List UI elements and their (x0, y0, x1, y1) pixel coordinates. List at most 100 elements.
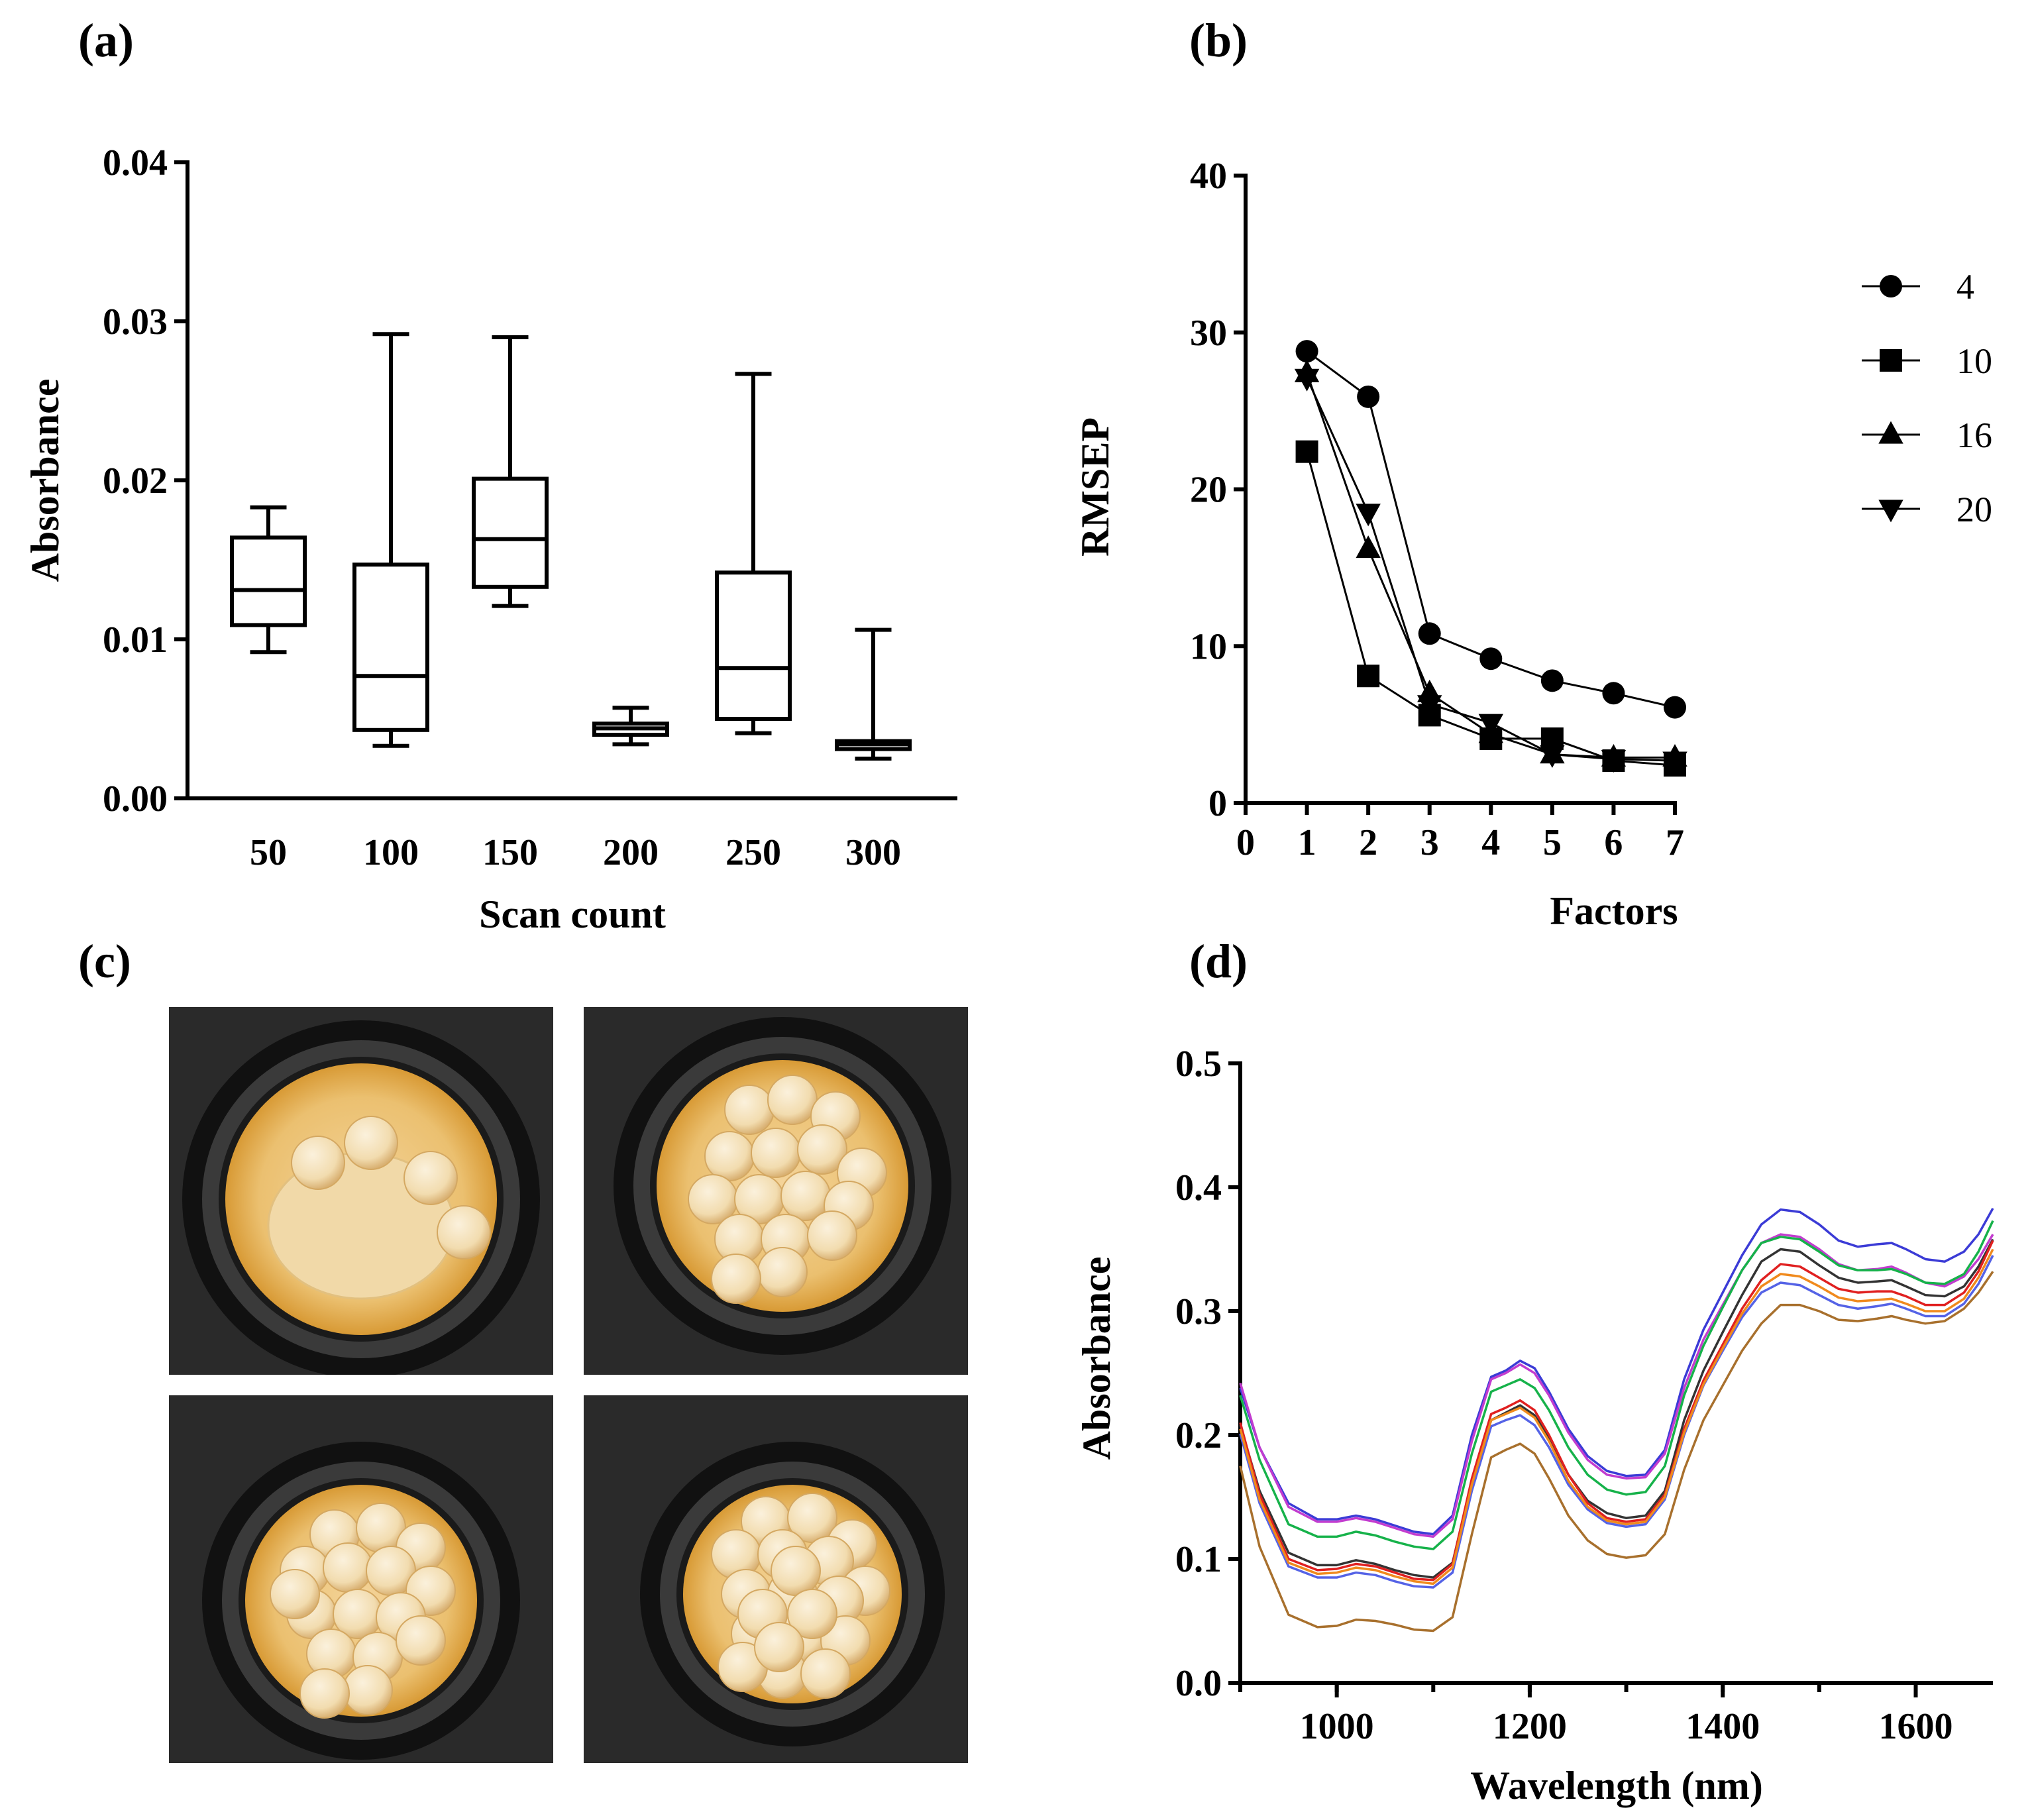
bead (800, 1648, 851, 1699)
data-point (1664, 696, 1686, 719)
y-axis-title: RMSEP (1073, 417, 1117, 557)
box-iqr (715, 570, 792, 722)
spectrum-line-s4 (1239, 1238, 1994, 1579)
bead (757, 1247, 808, 1297)
bead (270, 1569, 320, 1619)
bead (724, 1085, 775, 1135)
data-point (1479, 647, 1503, 670)
y-tick-label: 0.1 (1175, 1539, 1222, 1580)
data-point (1418, 622, 1441, 645)
data-point (1662, 751, 1687, 775)
data-point (1601, 750, 1627, 773)
legend-marker (1880, 275, 1902, 297)
panel-label-d: (d) (1189, 935, 1248, 988)
bead-photo-3 (169, 1395, 553, 1763)
data-point (1357, 385, 1380, 408)
series-4 (1295, 340, 1686, 719)
box-iqr (352, 562, 429, 732)
bead (711, 1254, 761, 1304)
x-tick-label: 5 (1543, 822, 1562, 863)
data-point (1356, 504, 1381, 527)
x-tick-label: 100 (363, 832, 419, 873)
x-tick-label: 200 (603, 832, 659, 873)
x-axis-title: Factors (1550, 889, 1678, 933)
chart-b-rmsep: 0 10 20 30 40 0 1 2 3 4 5 6 7 4 10 16 20 Factors RMSEP (1073, 156, 1992, 933)
bead-photo-1 (169, 1007, 553, 1375)
y-tick-label: 10 (1190, 626, 1227, 667)
y-tick-label: 0.2 (1175, 1415, 1222, 1456)
chart-d-spectra: 0.0 0.1 0.2 0.3 0.4 0.5 1000 1200 1400 1600 Wavele… (1075, 1044, 1994, 1807)
bead (704, 1131, 755, 1181)
y-axis-title: Absorbance (23, 379, 67, 582)
y-tick-label: 40 (1190, 156, 1227, 197)
legend-label: 16 (1956, 415, 1992, 455)
legend-label: 20 (1956, 490, 1992, 529)
x-tick-label: 6 (1604, 822, 1623, 863)
bead (754, 1622, 804, 1672)
spectrum-line-s7 (1239, 1248, 1994, 1585)
y-tick-label: 0.01 (103, 619, 168, 661)
y-tick-label: 0.02 (103, 460, 168, 502)
y-tick-label: 0.0 (1175, 1663, 1222, 1704)
x-tick-label: 50 (250, 832, 287, 873)
data-point (1357, 665, 1380, 688)
bead (299, 1668, 350, 1719)
bead (403, 1151, 458, 1205)
box-iqr (230, 535, 307, 627)
y-tick-label: 0.04 (103, 142, 168, 184)
x-axis-title: Scan count (479, 892, 666, 936)
x-axis-title: Wavelength (nm) (1470, 1764, 1763, 1807)
data-point (1540, 669, 1564, 692)
bead (807, 1210, 857, 1261)
data-point (1602, 682, 1625, 705)
x-tick-label: 250 (725, 832, 781, 873)
data-point (1295, 440, 1318, 463)
bead (771, 1546, 821, 1596)
x-tick-label: 1600 (1878, 1706, 1953, 1747)
spectrum-line-s3 (1239, 1220, 1994, 1550)
x-tick-label: 1 (1298, 822, 1316, 863)
data-point (1540, 745, 1565, 769)
x-tick-label: 150 (482, 832, 538, 873)
panel-label-b: (b) (1189, 14, 1248, 67)
panel-label-a: (a) (78, 14, 134, 67)
y-tick-label: 0 (1208, 783, 1227, 824)
bead (396, 1615, 446, 1666)
spectrum-line-s8 (1239, 1271, 1994, 1633)
legend-marker (1878, 500, 1903, 523)
spectrum-line-s1 (1239, 1207, 1994, 1536)
series-16 (1294, 359, 1687, 767)
y-tick-label: 0.03 (103, 301, 168, 343)
bead (797, 1124, 847, 1175)
x-tick-label: 300 (845, 832, 901, 873)
y-tick-label: 30 (1190, 313, 1227, 354)
bead-photo-2 (584, 1007, 968, 1375)
data-point (1478, 714, 1503, 737)
legend-label: 10 (1956, 341, 1992, 381)
bead (291, 1136, 345, 1190)
y-tick-label: 0.5 (1175, 1044, 1222, 1085)
y-axis-title: Absorbance (1075, 1257, 1118, 1460)
x-tick-label: 2 (1359, 822, 1377, 863)
bead-photo-grid (169, 1007, 977, 1766)
x-tick-label: 1200 (1493, 1706, 1567, 1747)
x-tick-label: 0 (1236, 822, 1255, 863)
series-20 (1294, 368, 1687, 775)
spectrum-line-s2 (1239, 1233, 1994, 1538)
legend-marker (1880, 349, 1902, 372)
chart-a-boxplot: 0.00 0.01 0.02 0.03 0.04 50 100 150 200 250 300 Sca… (23, 142, 957, 936)
y-tick-label: 0.00 (103, 778, 168, 820)
bead (787, 1589, 837, 1639)
x-tick-label: 1000 (1300, 1706, 1374, 1747)
x-tick-label: 7 (1666, 822, 1684, 863)
data-point (1295, 340, 1318, 363)
x-tick-label: 4 (1481, 822, 1500, 863)
y-tick-label: 0.3 (1175, 1291, 1222, 1332)
box-iqr (472, 476, 549, 589)
spectrum-line-s5 (1239, 1240, 1994, 1581)
y-tick-label: 0.4 (1175, 1167, 1222, 1208)
bead (751, 1128, 801, 1178)
series-line (1306, 377, 1676, 762)
legend-label: 4 (1956, 267, 1974, 307)
bead (343, 1665, 393, 1715)
